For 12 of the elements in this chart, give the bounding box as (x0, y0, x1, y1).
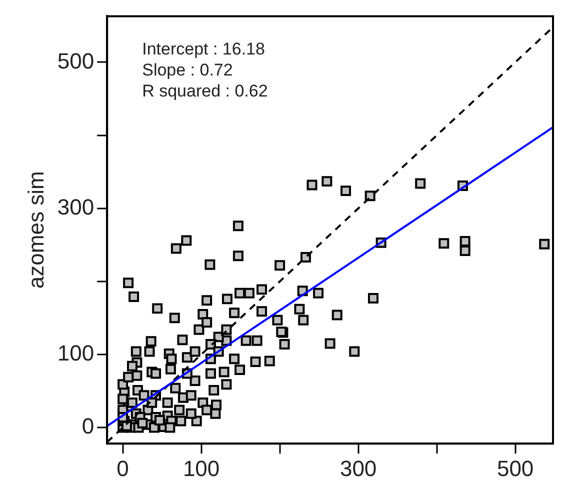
y-tick-label: 100 (57, 340, 94, 366)
annotation: Intercept : 16.18 (142, 39, 265, 58)
x-tick-label: 0 (116, 456, 129, 481)
x-tick-label: 500 (496, 456, 534, 481)
y-axis-title: azomes sim (23, 171, 48, 289)
y-tick-label: 0 (82, 414, 94, 439)
x-tick-label: 100 (182, 456, 220, 481)
x-tick-label: 300 (340, 456, 377, 481)
y-tick-label: 500 (57, 48, 94, 74)
y-tick-label: 300 (57, 194, 94, 220)
annotation: Slope : 0.72 (142, 60, 233, 80)
annotation: R squared : 0.62 (142, 81, 268, 100)
